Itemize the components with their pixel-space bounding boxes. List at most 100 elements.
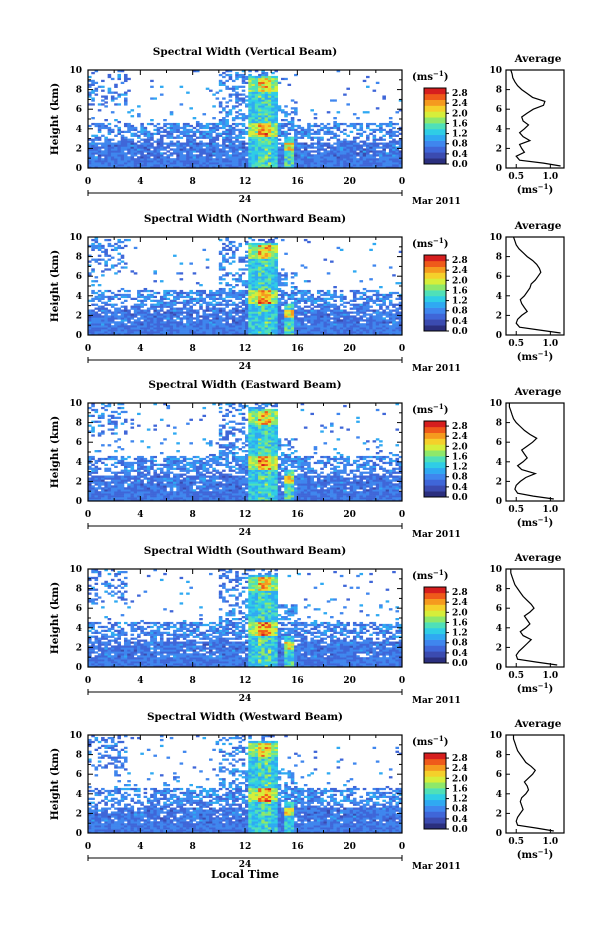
heatmap-cell — [218, 321, 223, 324]
heatmap-cell — [91, 246, 95, 250]
heatmap-cell — [123, 333, 128, 336]
heatmap-cell — [120, 321, 125, 324]
heatmap-cell — [104, 313, 108, 316]
heatmap-cell — [127, 160, 131, 163]
heatmap-cell — [248, 258, 252, 261]
heatmap-cell — [104, 124, 108, 128]
heatmap-cell — [326, 317, 331, 320]
heatmap-cell — [94, 491, 99, 494]
heatmap-cell — [241, 160, 246, 163]
heatmap-cell — [398, 140, 403, 143]
heatmap-cell — [205, 317, 210, 320]
heatmap-cell — [94, 321, 99, 324]
heatmap-cell — [261, 276, 265, 279]
heatmap-cell — [316, 144, 321, 147]
heatmap-cell — [254, 280, 259, 283]
heatmap-cell — [163, 329, 167, 332]
heatmap-cell — [343, 162, 347, 165]
heatmap-cell — [104, 164, 108, 167]
heatmap-cell — [218, 81, 223, 85]
colorbar-segment — [424, 278, 446, 285]
heatmap-cell — [248, 83, 252, 86]
heatmap-cell — [156, 305, 161, 308]
heatmap-cell — [274, 105, 279, 108]
heatmap-cell — [212, 122, 216, 126]
heatmap-cell — [110, 148, 115, 151]
heatmap-cell — [101, 142, 105, 145]
heatmap-cell — [258, 252, 262, 255]
heatmap-cell — [101, 150, 105, 153]
heatmap-cell — [297, 126, 301, 130]
heatmap-cell — [274, 160, 279, 163]
heatmap-cell — [352, 140, 357, 143]
heatmap-cell — [346, 140, 350, 143]
heatmap-cell — [159, 160, 164, 163]
heatmap-cell — [261, 101, 265, 104]
heatmap-cell — [264, 99, 269, 102]
heatmap-cell — [192, 140, 197, 143]
heatmap-cell — [310, 323, 314, 326]
heatmap-cell — [101, 122, 105, 126]
heatmap-cell — [114, 83, 118, 86]
heatmap-cell — [238, 75, 243, 79]
heatmap-cell — [218, 266, 223, 269]
heatmap-cell — [359, 154, 364, 157]
heatmap-cell — [133, 315, 138, 318]
heatmap-cell — [284, 119, 288, 122]
heatmap-cell — [261, 311, 265, 314]
heatmap-cell — [254, 305, 259, 308]
heatmap-cell — [333, 117, 337, 120]
heatmap-cell — [280, 315, 285, 318]
heatmap-cell — [222, 109, 226, 112]
heatmap-cell — [104, 301, 108, 304]
heatmap-cell — [375, 128, 380, 132]
heatmap-cell — [346, 156, 350, 159]
heatmap-cell — [261, 270, 265, 273]
heatmap-cell — [277, 160, 282, 163]
heatmap-cell — [114, 410, 118, 414]
heatmap-cell — [379, 124, 383, 128]
heatmap-cell — [104, 250, 108, 253]
heatmap-cell — [91, 158, 95, 161]
heatmap-cell — [271, 333, 275, 336]
heatmap-cell — [336, 138, 341, 141]
heatmap-cell — [356, 289, 360, 293]
heatmap-cell — [372, 150, 377, 153]
heatmap-cell — [159, 158, 164, 161]
heatmap-cell — [297, 321, 301, 324]
heatmap-cell — [245, 301, 249, 304]
heatmap-cell — [320, 305, 324, 308]
heatmap-cell — [228, 154, 233, 157]
heatmap-cell — [120, 266, 125, 269]
heatmap-cell — [277, 289, 282, 293]
heatmap-cell — [267, 79, 272, 83]
heatmap-cell — [120, 140, 125, 143]
heatmap-cell — [398, 99, 403, 102]
heatmap-cell — [199, 142, 203, 145]
heatmap-cell — [195, 158, 200, 161]
heatmap-cell — [150, 132, 154, 135]
heatmap-cell — [199, 162, 203, 165]
heatmap-cell — [192, 311, 197, 314]
heatmap-cell — [166, 317, 171, 320]
heatmap-cell — [366, 150, 370, 153]
heatmap-cell — [287, 140, 292, 143]
heatmap-cell — [330, 158, 334, 161]
heatmap-cell — [258, 85, 262, 88]
heatmap-cell — [186, 311, 190, 314]
heatmap-cell — [343, 321, 347, 324]
heatmap-cell — [137, 164, 141, 167]
heatmap-cell — [163, 130, 167, 134]
heatmap-cell — [199, 150, 203, 153]
heatmap-cell — [277, 301, 282, 304]
heatmap-cell — [130, 150, 135, 153]
heatmap-cell — [398, 250, 403, 253]
heatmap-cell — [346, 158, 350, 161]
heatmap-cell — [110, 428, 115, 431]
heatmap-cell — [189, 305, 193, 308]
heatmap-cell — [251, 128, 256, 132]
heatmap-cell — [153, 331, 157, 334]
heatmap-cell — [205, 158, 210, 161]
heatmap-cell — [254, 122, 259, 126]
heatmap-cell — [323, 323, 328, 326]
